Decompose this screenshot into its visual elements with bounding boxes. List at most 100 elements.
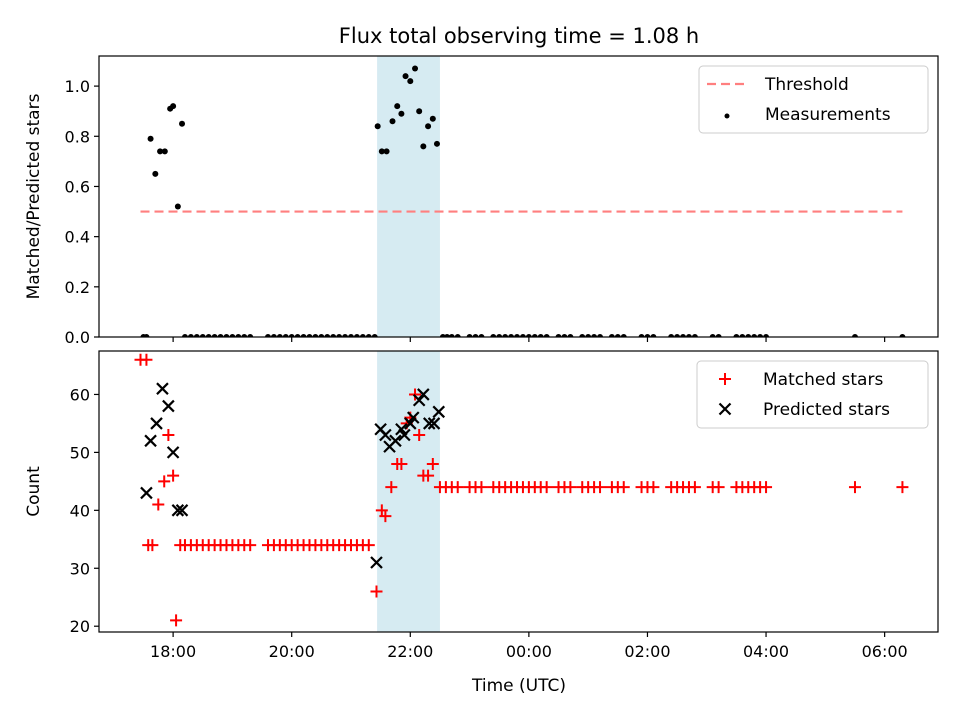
matched-stars-point [146,539,159,552]
matched-stars-point [385,481,398,494]
matched-stars-point [413,429,426,442]
measurements-point [383,148,390,155]
measurements-point [211,334,218,337]
matched-stars-point [244,539,257,552]
y-tick-label: 30 [70,559,90,578]
measurements-point [187,334,194,337]
measurements-point [312,334,319,337]
matched-stars-point [617,481,630,494]
measurements-point [454,334,461,337]
measurements-point [318,334,325,337]
matched-stars-point [688,481,701,494]
legend-label: Measurements [765,105,891,125]
measurements-point [425,123,432,130]
predicted-stars-point [389,434,402,448]
y-tick-label: 20 [70,617,90,636]
measurements-point [371,334,378,337]
axes-frame [98,55,939,338]
x-tick-label: 20:00 [269,642,315,661]
measurements-point [508,334,515,337]
y-tick-label: 50 [70,443,90,462]
measurements-point [288,334,295,337]
predicted-stars-point [162,399,175,413]
measurements-point [674,334,681,337]
matched-stars-point [152,498,165,511]
panel-markers [140,65,906,337]
measurements-point [638,334,645,337]
panel-bottom-count: 20 30 40 50 60 18:00 20:00 22:00 00:00 02:00 04:00… [24,350,939,661]
x-axis-label: Time (UTC) [471,676,566,696]
measurements-point [170,103,177,110]
predicted-stars-point [422,417,436,430]
measurements-point [282,334,289,337]
measurements-point [763,334,770,337]
measurements-point [157,148,164,155]
measurements-point [567,334,574,337]
predicted-stars-point [398,428,411,442]
measurements-point [597,334,604,337]
legend-plus-handle [719,373,731,385]
measurements-point [412,65,419,72]
measurements-point [531,334,538,337]
panel-top-ratio: 0.0 0.2 0.4 0.6 0.8 1.0 Matched/Predicted star… [24,55,939,347]
measurements-point [739,334,746,337]
y-axis-label: Matched/Predicted stars [24,93,44,299]
matched-stars-point [564,481,577,494]
measurements-point [347,334,354,337]
measurements-point [402,73,409,80]
measurements-point [519,334,526,337]
matched-stars-point [158,475,171,488]
measurements-point [300,334,307,337]
measurements-point [241,334,248,337]
matched-stars-point [362,539,375,552]
measurements-point [715,334,722,337]
predicted-stars-point [370,556,383,569]
matched-stars-point [162,429,175,442]
measurements-point [217,334,224,337]
measurements-point [264,334,271,337]
x-tick-label: 02:00 [624,642,670,661]
measurements-point [179,120,186,127]
y-axis-label: Count [24,466,44,517]
y-tick-label: 0.8 [65,127,90,146]
measurements-point [143,334,150,337]
measurements-point [330,334,337,337]
legend: Threshold Measurements [698,65,929,134]
matched-stars-point [540,481,553,494]
predicted-stars-point [175,504,189,517]
matched-stars-point [475,481,488,494]
measurements-point [353,334,360,337]
predicted-stars-point [406,411,420,424]
predicted-stars-point [171,504,185,517]
measurements-point [199,334,206,337]
measurements-point [614,334,621,337]
measurements-point [668,334,675,337]
measurements-point [359,334,366,337]
matched-stars-point [848,481,861,494]
measurements-point [276,334,283,337]
measurements-point [147,135,154,142]
predicted-stars-point [412,393,426,407]
matched-stars-point [896,481,909,494]
y-tick-label: 0.4 [65,228,90,247]
matched-stars-point [426,457,439,470]
measurements-point [342,334,349,337]
measurements-point [294,334,301,337]
measurements-point [478,334,485,337]
measurements-point [336,334,343,337]
measurements-point [306,334,313,337]
matched-stars-point [395,457,408,470]
measurements-point [193,334,200,337]
legend: Matched stars Predicted stars [696,360,929,429]
measurements-point [394,103,401,110]
measurements-point [398,110,405,117]
matched-stars-point [379,510,392,523]
measurements-point [235,334,242,337]
measurements-point [543,334,550,337]
measurements-point [608,334,615,337]
measurements-point [561,334,568,337]
measurements-point [152,170,159,177]
x-tick-label: 06:00 [862,642,908,661]
measurements-point [502,334,509,337]
measurements-point [365,334,372,337]
